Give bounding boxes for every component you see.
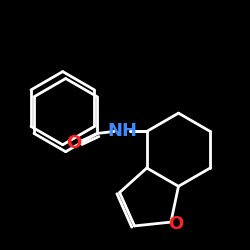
Text: O: O [168, 215, 184, 233]
Text: O: O [66, 134, 81, 152]
Text: NH: NH [107, 122, 137, 140]
